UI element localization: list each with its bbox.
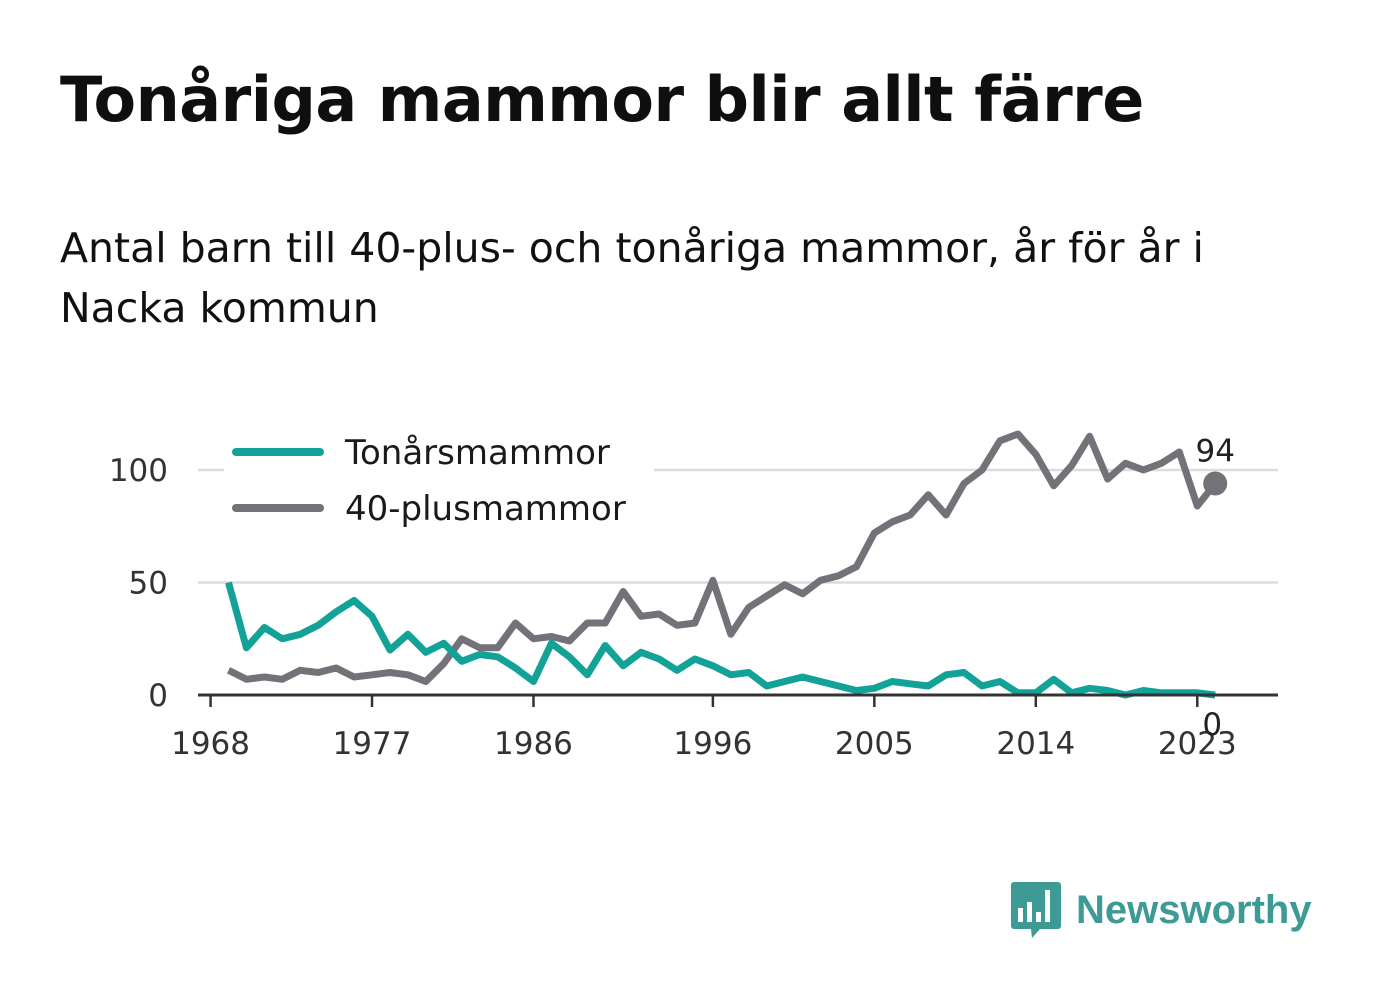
legend-label-40-plusmammor: 40-plusmammor bbox=[345, 489, 626, 529]
legend-background bbox=[224, 425, 654, 540]
y-tick-label: 0 bbox=[148, 678, 168, 714]
end-label-40-plusmammor: 94 bbox=[1195, 434, 1234, 470]
chart-subtitle: Antal barn till 40-plus- och tonåriga ma… bbox=[60, 224, 1204, 332]
end-point-40-plusmammor bbox=[1203, 471, 1228, 496]
x-tick-label: 2023 bbox=[1158, 726, 1237, 762]
legend: Tonårsmammor 40-plusmammor bbox=[224, 425, 654, 540]
y-tick-label: 100 bbox=[109, 453, 168, 489]
x-tick-label: 1996 bbox=[673, 726, 752, 762]
x-tick-label: 2005 bbox=[835, 726, 914, 762]
brand-logo: Newsworthy bbox=[1010, 878, 1312, 942]
chart-title: Tonåriga mammor blir allt färre bbox=[60, 63, 1144, 136]
bar-chart-speech-bubble-icon bbox=[1011, 882, 1061, 938]
x-tick-label: 2014 bbox=[996, 726, 1075, 762]
x-axis-ticks: 1968 1977 1986 1996 2005 2014 2023 bbox=[171, 695, 1237, 762]
x-tick-label: 1977 bbox=[333, 726, 412, 762]
y-axis-labels: 0 50 100 bbox=[109, 453, 168, 714]
series-line-tonarsmammor bbox=[225, 581, 1216, 699]
x-tick-label: 1986 bbox=[494, 726, 573, 762]
series-lines bbox=[225, 430, 1218, 699]
brand-name: Newsworthy bbox=[1076, 887, 1312, 932]
y-tick-label: 50 bbox=[129, 566, 168, 602]
series-line-40-plusmammor bbox=[226, 430, 1218, 685]
end-labels: 94 0 bbox=[1195, 434, 1234, 744]
end-label-tonarsmammor: 0 bbox=[1202, 707, 1222, 743]
legend-label-tonarsmammor: Tonårsmammor bbox=[344, 433, 610, 473]
x-tick-label: 1968 bbox=[171, 726, 250, 762]
